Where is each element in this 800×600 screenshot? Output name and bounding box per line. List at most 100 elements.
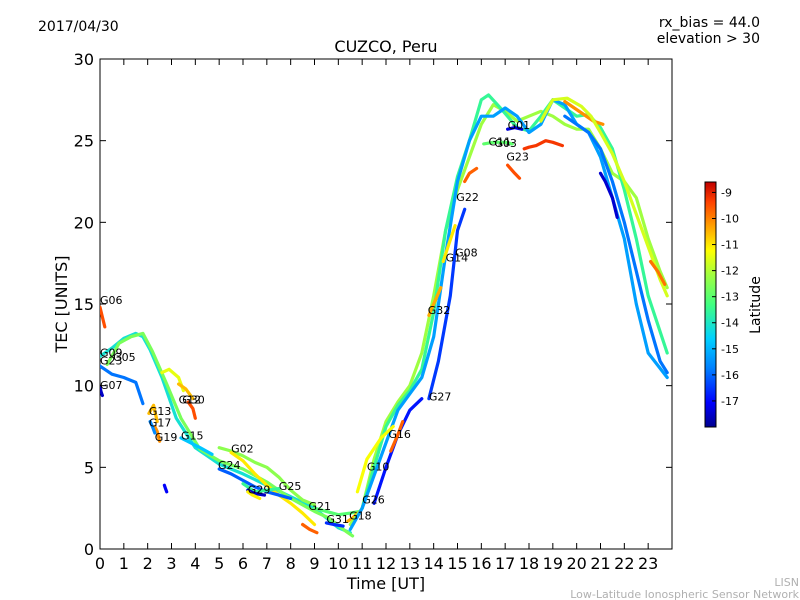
- tec-trace-34: [506, 163, 522, 180]
- satellite-label: G05: [113, 351, 136, 364]
- y-tick-label: 15: [74, 295, 94, 314]
- tec-trace-1: [105, 331, 355, 538]
- x-tick-label: 15: [447, 554, 467, 573]
- x-tick-label: 10: [328, 554, 348, 573]
- x-tick-label: 12: [376, 554, 396, 573]
- tec-trace-7: [186, 400, 197, 420]
- satellite-label: G27: [429, 390, 452, 403]
- tec-trace-16: [217, 467, 293, 500]
- x-tick-label: 20: [566, 554, 586, 573]
- tec-trace-35: [506, 125, 524, 131]
- satellite-label: G12: [179, 394, 202, 407]
- x-tick-label: 14: [423, 554, 443, 573]
- satellite-label: G10: [367, 461, 390, 474]
- tec-trace-2: [100, 364, 145, 406]
- y-tick-label: 0: [84, 540, 94, 559]
- y-tick-label: 25: [74, 132, 94, 151]
- colorbar: [704, 181, 717, 428]
- colorbar-tick-label: -15: [721, 343, 739, 356]
- tec-trace-40: [648, 259, 667, 286]
- tec-trace-21: [324, 521, 345, 528]
- x-tick-label: 13: [400, 554, 420, 573]
- tec-trace-3: [100, 385, 105, 398]
- x-tick-label: 6: [238, 554, 248, 573]
- tec-trace-27: [355, 424, 395, 494]
- tec-trace-24: [360, 93, 669, 510]
- satellite-label: G23: [506, 150, 529, 163]
- chart-title: CUZCO, Peru: [334, 37, 437, 56]
- colorbar-tick-label: -9: [721, 186, 732, 199]
- satellite-label: G21: [309, 500, 332, 513]
- x-tick-label: 17: [495, 554, 515, 573]
- satellite-label: G16: [388, 428, 411, 441]
- x-tick-label: 21: [590, 554, 610, 573]
- satellite-label: G29: [248, 484, 271, 497]
- tec-trace-9: [153, 424, 162, 443]
- tec-trace-32: [463, 166, 479, 184]
- satellite-label: G19: [155, 431, 178, 444]
- satellite-label: G26: [362, 493, 385, 506]
- y-axis-ticks: 0 5 10 15 20 25 30: [74, 50, 672, 559]
- x-tick-label: 19: [543, 554, 563, 573]
- y-axis-label: TEC [UNITS]: [52, 256, 71, 354]
- satellite-label: G15: [181, 430, 204, 443]
- tec-trace-18: [246, 488, 267, 497]
- satellite-label: G08: [455, 247, 478, 260]
- satellite-label: G03: [494, 137, 517, 150]
- x-tick-label: 23: [638, 554, 658, 573]
- x-tick-label: 22: [614, 554, 634, 573]
- y-tick-label: 20: [74, 213, 94, 232]
- tec-trace-17: [241, 482, 281, 494]
- x-tick-label: 18: [519, 554, 539, 573]
- rx-bias-label: rx_bias = 44.0: [659, 15, 760, 31]
- tec-trace-31: [441, 224, 457, 264]
- x-axis-label: Time [UT]: [346, 574, 425, 593]
- satellite-label: G17: [149, 417, 172, 430]
- satellite-label: G06: [100, 294, 123, 307]
- x-tick-label: 11: [352, 554, 372, 573]
- satellite-label: G14: [446, 252, 469, 265]
- tec-trace-41: [482, 140, 514, 146]
- elevation-label: elevation > 30: [657, 31, 760, 47]
- satellite-label: G01: [508, 119, 531, 132]
- satellite-label: G24: [218, 459, 241, 472]
- y-tick-label: 10: [74, 377, 94, 396]
- tec-trace-39: [598, 171, 619, 219]
- x-tick-label: 4: [190, 554, 200, 573]
- satellite-label: G11: [489, 136, 512, 149]
- x-tick-label: 1: [119, 554, 129, 573]
- tec-trace-12: [162, 483, 169, 494]
- tec-trace-38: [563, 114, 669, 375]
- tec-trace-30: [427, 286, 443, 317]
- x-tick-label: 7: [262, 554, 272, 573]
- x-tick-label: 2: [143, 554, 153, 573]
- satellite-label: G18: [349, 510, 372, 523]
- colorbar-tick-label: -10: [721, 212, 739, 225]
- tec-trace-29: [427, 207, 467, 401]
- credit-lisn: LISN: [774, 576, 799, 589]
- tec-trace-8: [147, 403, 159, 424]
- tec-trace-19: [246, 490, 262, 500]
- colorbar-label: Latitude: [748, 276, 764, 334]
- x-tick-label: 3: [166, 554, 176, 573]
- colorbar-tick-label: -17: [721, 395, 739, 408]
- tec-trace-36: [563, 99, 605, 126]
- tec-trace-28: [389, 420, 405, 453]
- satellite-label: G23: [100, 354, 123, 367]
- tec-trace-10: [148, 420, 157, 435]
- tec-trace-37: [539, 96, 669, 298]
- tec-trace-13: [217, 446, 317, 507]
- colorbar-tick-label: -13: [721, 291, 739, 304]
- satellite-label: G22: [456, 191, 479, 204]
- x-tick-label: 8: [286, 554, 296, 573]
- date-label: 2017/04/30: [38, 19, 119, 35]
- colorbar-tick-label: -12: [721, 265, 739, 278]
- satellite-label: G31: [326, 513, 349, 526]
- y-tick-label: 30: [74, 50, 94, 69]
- tec-trace-4: [100, 305, 107, 329]
- credit-network: Low-Latitude Ionospheric Sensor Network: [570, 588, 799, 600]
- satellite-label: G09: [100, 346, 123, 359]
- x-tick-label: 5: [214, 554, 224, 573]
